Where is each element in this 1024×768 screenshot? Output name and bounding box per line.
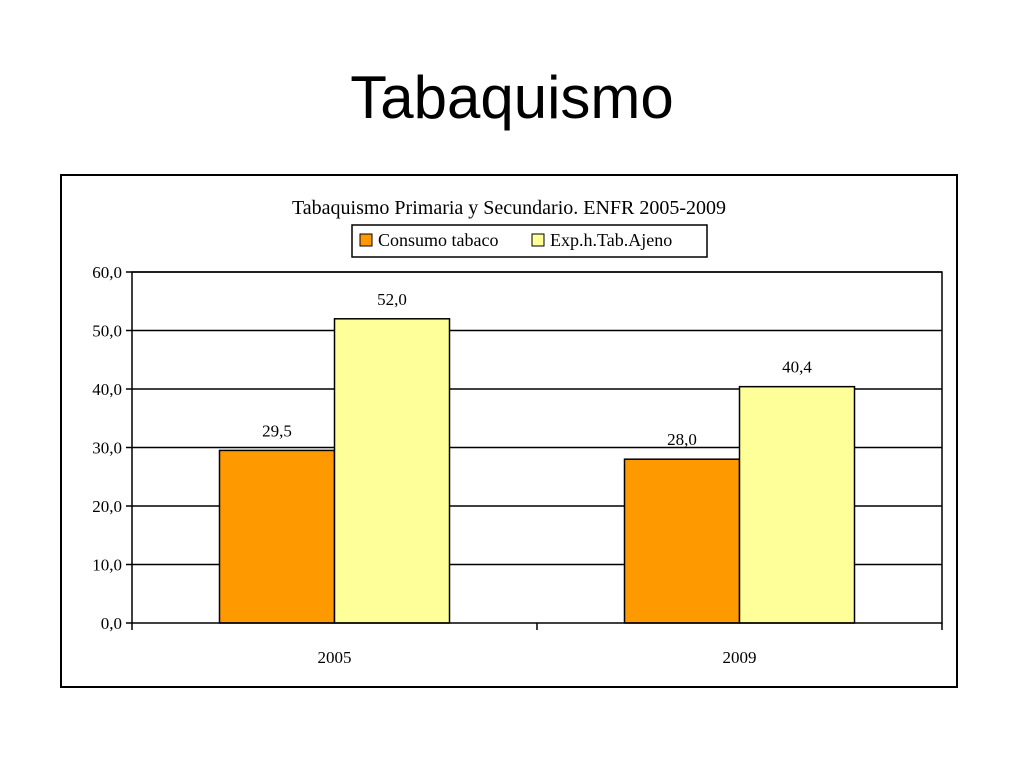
bar-2009-series-2 xyxy=(738,385,856,624)
bar-chart: Tabaquismo Primaria y Secundario. ENFR 2… xyxy=(92,197,943,667)
x-tick-label: 2009 xyxy=(723,648,757,667)
y-tick-label: 20,0 xyxy=(92,497,122,516)
chart-frame: Tabaquismo Primaria y Secundario. ENFR 2… xyxy=(60,174,958,688)
y-tick-label: 50,0 xyxy=(92,322,122,341)
data-label: 52,0 xyxy=(377,290,407,309)
legend-swatch-1 xyxy=(359,233,373,247)
chart-title: Tabaquismo Primaria y Secundario. ENFR 2… xyxy=(292,197,726,219)
y-tick-label: 30,0 xyxy=(92,439,122,458)
bar-2005-series-1 xyxy=(218,449,336,624)
data-label: 29,5 xyxy=(262,421,292,440)
data-label: 28,0 xyxy=(667,430,697,449)
bar-2005-series-2 xyxy=(333,318,451,624)
data-label: 40,4 xyxy=(782,358,812,377)
legend-label-2: Exp.h.Tab.Ajeno xyxy=(550,230,672,250)
legend-box xyxy=(351,224,708,258)
legend-label-1: Consumo tabaco xyxy=(378,230,498,250)
slide-title: Tabaquismo xyxy=(350,64,674,131)
legend-swatch-2 xyxy=(531,233,545,247)
y-tick-label: 0,0 xyxy=(101,614,122,633)
axes xyxy=(126,271,943,630)
y-tick-label: 40,0 xyxy=(92,380,122,399)
bar-2009-series-1 xyxy=(623,458,741,624)
y-tick-label: 10,0 xyxy=(92,556,122,575)
y-tick-label: 60,0 xyxy=(92,263,122,282)
legend: Consumo tabaco Exp.h.Tab.Ajeno xyxy=(351,224,708,258)
bars xyxy=(218,318,856,624)
labels: Tabaquismo Primaria y Secundario. ENFR 2… xyxy=(92,197,812,667)
x-tick-label: 2005 xyxy=(318,648,352,667)
